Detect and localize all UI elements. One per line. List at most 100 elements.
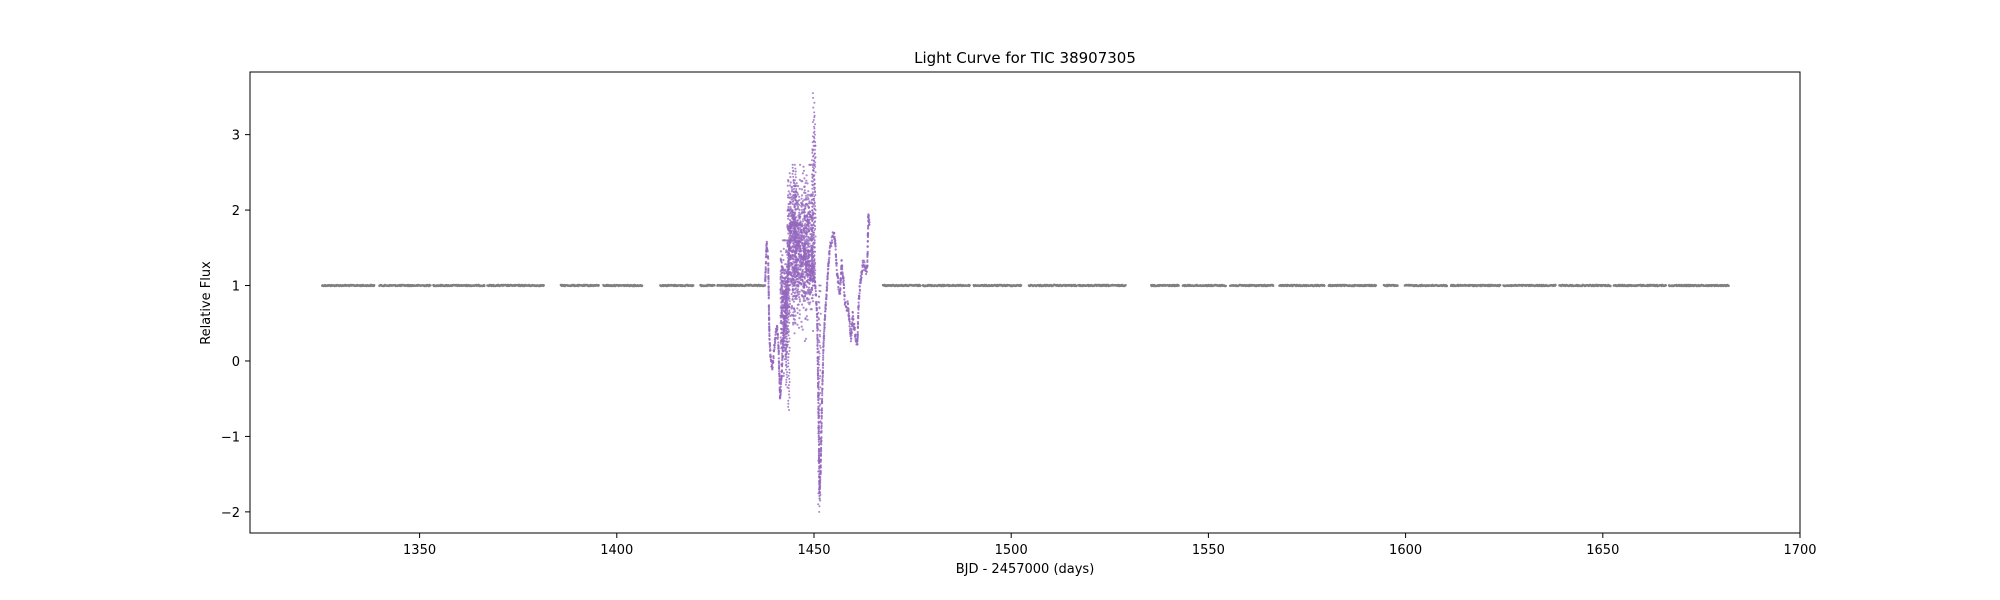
data-point	[809, 236, 812, 239]
data-point	[817, 401, 820, 405]
data-point	[817, 430, 820, 433]
data-point	[821, 366, 825, 369]
data-point	[767, 307, 771, 310]
data-point	[798, 265, 801, 268]
data-point	[810, 224, 813, 227]
data-point	[781, 295, 784, 298]
data-point	[429, 284, 432, 287]
data-point	[817, 386, 820, 389]
data-point	[839, 281, 842, 284]
data-point	[818, 467, 821, 470]
data-point	[786, 239, 789, 242]
data-point	[857, 311, 860, 315]
data-point	[808, 303, 811, 306]
flux-segment	[559, 283, 600, 288]
data-point	[779, 292, 782, 295]
data-point	[817, 391, 820, 394]
flux-segment	[432, 283, 486, 288]
data-point	[777, 345, 780, 348]
data-point	[816, 347, 819, 350]
data-point	[542, 284, 545, 287]
data-point	[850, 328, 853, 331]
data-point	[863, 261, 866, 264]
data-point	[778, 367, 781, 370]
data-point	[783, 339, 786, 342]
data-point	[830, 245, 833, 248]
data-point	[812, 329, 815, 333]
data-point	[850, 337, 853, 340]
data-point	[837, 288, 840, 291]
data-point	[782, 293, 785, 296]
flux-segment	[1449, 283, 1502, 288]
data-point	[805, 254, 808, 257]
data-point	[817, 440, 821, 443]
data-point	[824, 301, 827, 304]
data-point	[802, 273, 805, 276]
data-point	[792, 300, 796, 303]
data-point	[825, 298, 828, 301]
data-point	[800, 212, 804, 215]
data-point	[807, 256, 810, 259]
data-point	[767, 264, 770, 267]
data-point	[809, 308, 812, 311]
data-point	[866, 235, 870, 239]
data-point	[805, 291, 808, 294]
data-point	[797, 280, 800, 283]
data-point	[790, 186, 793, 189]
data-point	[780, 312, 783, 315]
data-point	[779, 278, 782, 281]
data-point	[784, 251, 788, 254]
data-point	[777, 351, 780, 354]
data-point	[781, 288, 784, 291]
data-point	[805, 194, 808, 197]
data-point	[801, 202, 804, 205]
data-point	[820, 446, 823, 449]
data-point	[792, 314, 795, 317]
data-point	[801, 278, 804, 281]
data-point	[843, 291, 846, 294]
data-point	[764, 284, 767, 287]
data-point	[794, 314, 797, 317]
data-point	[803, 177, 806, 180]
data-point	[856, 337, 859, 341]
data-point	[804, 252, 807, 255]
data-point	[767, 262, 770, 265]
data-point	[867, 232, 870, 235]
data-point	[797, 303, 800, 306]
data-point	[797, 207, 800, 210]
data-point	[1019, 284, 1023, 287]
data-point	[782, 247, 785, 250]
chart-title: Light Curve for TIC 38907305	[914, 49, 1136, 67]
data-point	[808, 163, 811, 166]
data-point	[796, 205, 800, 208]
data-point	[767, 275, 770, 278]
data-point	[1554, 283, 1557, 287]
data-point	[790, 281, 793, 284]
data-point	[780, 309, 783, 312]
data-point	[798, 282, 802, 285]
data-point	[789, 181, 792, 184]
data-point	[786, 227, 790, 230]
data-point	[809, 277, 812, 280]
data-point	[769, 355, 773, 358]
data-point	[768, 323, 771, 326]
data-point	[808, 215, 811, 219]
data-point	[849, 340, 853, 343]
data-point	[798, 317, 801, 320]
flux-segment	[1667, 283, 1730, 288]
data-point	[782, 355, 785, 358]
data-point	[809, 279, 812, 282]
data-point	[790, 190, 793, 193]
data-point	[765, 253, 768, 256]
data-point	[821, 374, 824, 377]
data-point	[771, 366, 774, 369]
data-point	[823, 323, 826, 326]
data-point	[801, 236, 804, 239]
data-point	[867, 227, 870, 230]
data-point	[780, 340, 783, 343]
data-point	[776, 328, 779, 331]
data-point	[858, 292, 861, 295]
data-point	[787, 251, 790, 255]
data-point	[820, 422, 823, 425]
data-point	[805, 174, 808, 177]
